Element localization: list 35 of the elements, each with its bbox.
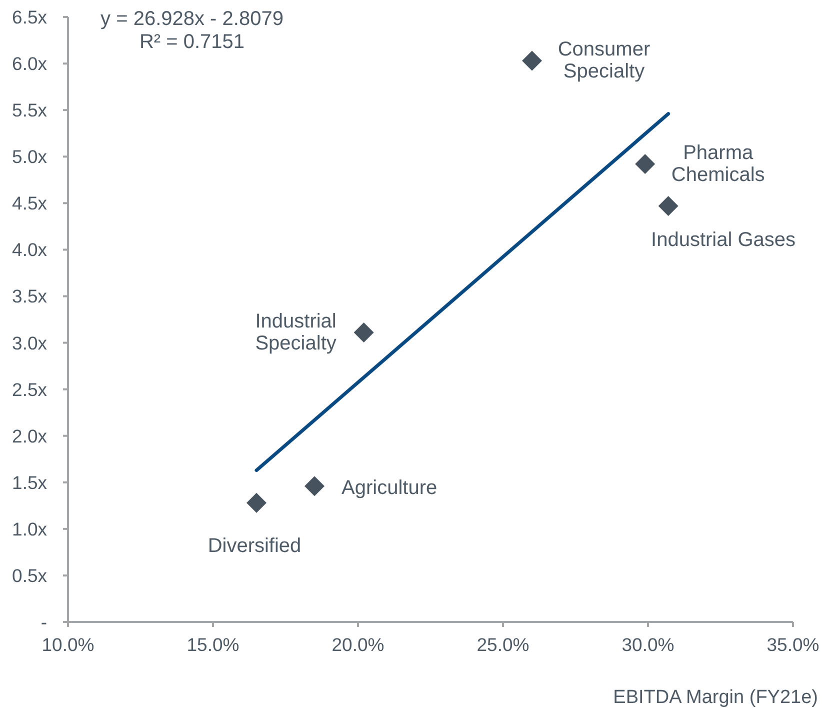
point [354, 322, 374, 343]
x-tick-label: 30.0% [622, 634, 674, 656]
y-tick-label: 4.5x [12, 192, 48, 214]
y-tick-label: 2.5x [12, 378, 48, 400]
annotation: Pharma Chemicals [671, 142, 765, 186]
y-tick-label: - [40, 612, 47, 632]
point [246, 492, 266, 513]
x-tick-label: 10.0% [42, 634, 94, 656]
point [658, 196, 678, 216]
y-tick-label: 5.5x [12, 100, 48, 121]
point [635, 154, 656, 174]
y-tick-label: 2.0x [12, 425, 48, 446]
y-tick-label: 3.5x [12, 286, 48, 307]
annotation: R² = 0.7151 [139, 31, 245, 53]
annotation: Industrial Specialty [255, 310, 336, 355]
annotation: Agriculture [342, 477, 438, 500]
y-tick-label: 6.5x [12, 6, 48, 28]
annotation: Consumer Specialty [558, 38, 650, 83]
y-tick-label: 0.5x [12, 564, 48, 586]
annotation: Diversified [208, 534, 302, 557]
y-tick-label: 6.0x [12, 53, 48, 74]
y-tick-label: 1.5x [12, 472, 48, 493]
x-tick-label: 15.0% [186, 634, 240, 656]
x-tick-label: 35.0% [766, 634, 820, 656]
point [522, 50, 542, 71]
point [304, 476, 324, 496]
x-tick-label: 20.0% [332, 634, 384, 656]
y-tick-label: 1.0x [12, 518, 48, 540]
x-axis-title: EBITDA Margin (FY21e) [613, 687, 818, 709]
y-tick-label: 3.0x [12, 332, 48, 354]
y-tick-label: 5.0x [12, 146, 48, 168]
x-tick-label: 25.0% [476, 634, 530, 656]
annotation: y = 26.928x - 2.8079 [100, 8, 284, 30]
y-tick-label: 4.0x [12, 239, 48, 260]
annotation: Industrial Gases [651, 228, 796, 251]
